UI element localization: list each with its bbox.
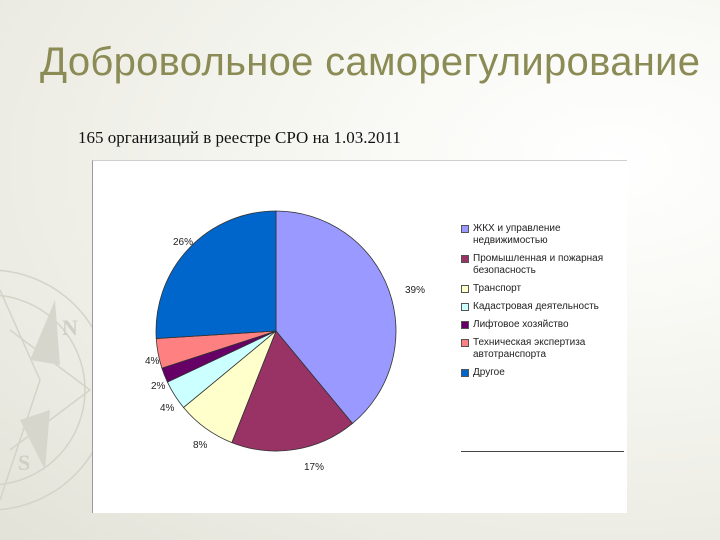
pie-chart-canvas: 39% 17% 8% 4% 2% 4% 26%: [145, 210, 425, 473]
page-title: Добровольное саморегулирование: [40, 40, 701, 84]
pie-slice: [275, 210, 397, 425]
legend-item: ЖКХ и управление недвижимостью: [461, 223, 627, 247]
legend-item: Другое: [461, 367, 627, 379]
legend-label: Техническая экспертиза автотранспорта: [473, 337, 586, 360]
legend-swatch: [461, 225, 469, 233]
legend-item: Транспорт: [461, 283, 627, 295]
legend-swatch: [461, 285, 469, 293]
legend-divider: [461, 451, 624, 452]
legend-item: Кадастровая деятельность: [461, 301, 627, 313]
pie-slice: [231, 330, 354, 452]
legend-item: Промышленная и пожарная безопасность: [461, 253, 627, 277]
slice-percent-label: 4%: [145, 356, 160, 367]
page-subtitle: 165 организаций в реестре СРО на 1.03.20…: [78, 128, 401, 147]
svg-text:N: N: [62, 315, 78, 340]
legend-swatch: [461, 339, 469, 347]
legend-label: Промышленная и пожарная безопасность: [473, 253, 604, 276]
slice-percent-label: 26%: [173, 237, 193, 248]
legend-item: Техническая экспертиза автотранспорта: [461, 337, 627, 361]
legend-swatch: [461, 303, 469, 311]
slice-percent-label: 8%: [193, 440, 208, 451]
chart-legend: ЖКХ и управление недвижимостью Промышленн…: [461, 223, 627, 385]
slice-percent-label: 39%: [405, 285, 425, 296]
legend-swatch: [461, 369, 469, 377]
legend-label: Лифтовое хозяйство: [473, 319, 569, 330]
legend-label: Кадастровая деятельность: [473, 301, 599, 312]
slice-percent-label: 2%: [151, 381, 166, 392]
legend-label: Транспорт: [473, 283, 522, 294]
pie-chart: 39% 17% 8% 4% 2% 4% 26% ЖКХ и управление недви…: [92, 160, 627, 513]
svg-text:S: S: [18, 450, 30, 475]
slice-percent-label: 17%: [304, 462, 324, 473]
legend-swatch: [461, 321, 469, 329]
legend-swatch: [461, 255, 469, 263]
legend-label: ЖКХ и управление недвижимостью: [473, 223, 561, 246]
slice-percent-label: 4%: [160, 403, 175, 414]
legend-item: Лифтовое хозяйство: [461, 319, 627, 331]
pie-slice: [155, 210, 277, 339]
legend-label: Другое: [473, 367, 505, 378]
